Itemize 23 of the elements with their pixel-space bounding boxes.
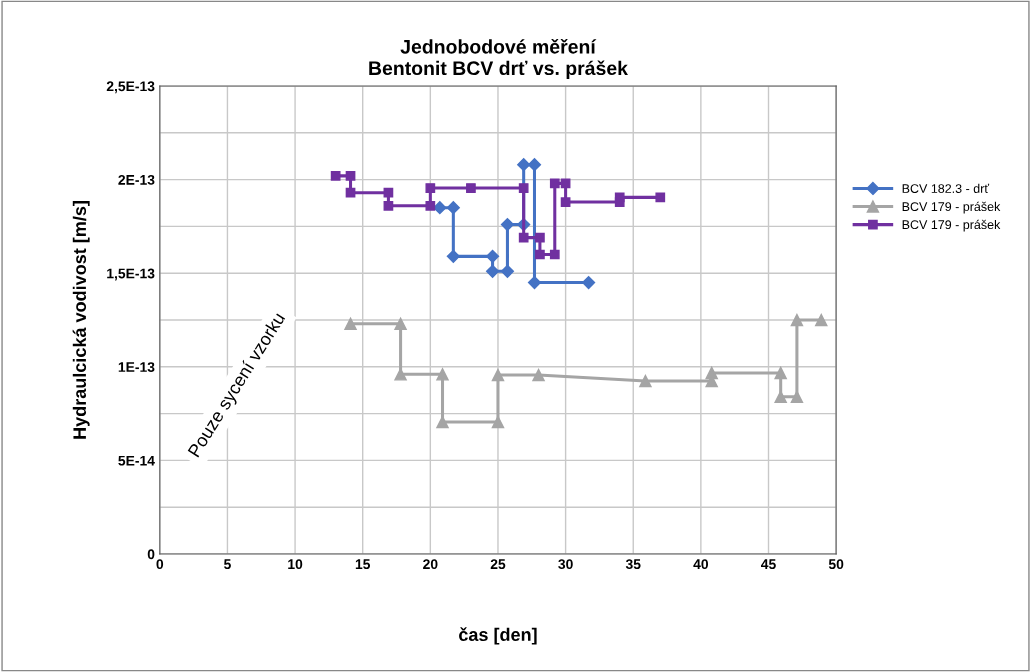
y-tick-label: 1,5E-13 [107, 268, 155, 281]
legend-label: BCV 179 - prášek [902, 219, 1001, 232]
x-tick-label: 5 [224, 559, 231, 570]
x-tick-label: 35 [625, 559, 641, 570]
chart-title: Jednobodové měření Bentonit BCV drť vs. prášek [369, 38, 628, 79]
x-tick-label: 25 [490, 559, 506, 570]
y-tick-label: 2,5E-13 [106, 81, 155, 94]
legend-label: BCV 182.3 - drť [902, 183, 990, 193]
y-tick-label: 5E-14 [118, 455, 155, 466]
x-tick-label: 50 [828, 559, 844, 570]
x-tick-label: 40 [693, 559, 709, 570]
x-tick-label: 45 [760, 559, 776, 570]
x-tick-label: 10 [288, 559, 303, 570]
y-tick-label: 0 [147, 549, 155, 560]
x-tick-label: 30 [558, 559, 573, 570]
x-axis-title: čas [den] [459, 627, 537, 645]
x-tick-label: 20 [423, 559, 438, 570]
x-tick-label: 15 [355, 559, 371, 570]
y-axis-title: Hydraulcická vodivost [m/s] [72, 201, 90, 439]
legend-label: BCV 179 - prášek [902, 201, 1001, 214]
x-tick-label: 0 [156, 559, 164, 570]
y-tick-label: 2E-13 [118, 174, 155, 185]
y-tick-label: 1E-13 [118, 362, 155, 372]
